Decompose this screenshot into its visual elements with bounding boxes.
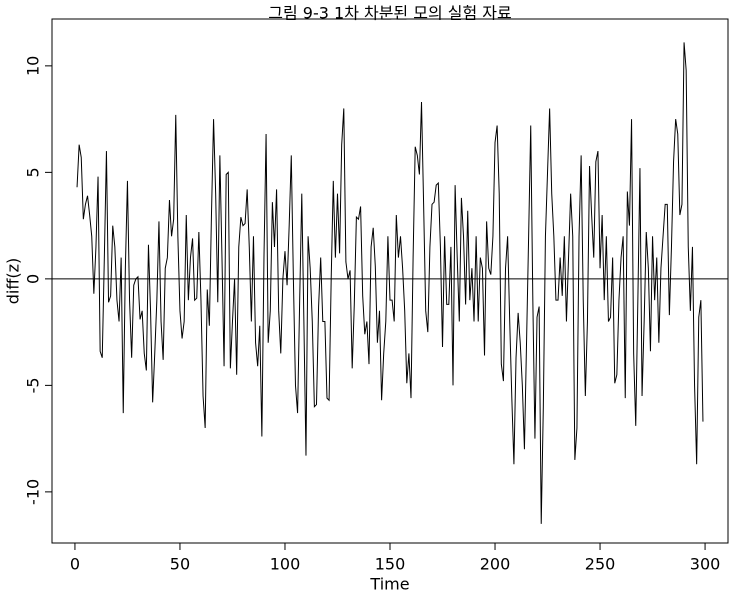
x-tick-label: 50 xyxy=(170,555,190,574)
x-tick-label: 250 xyxy=(585,555,616,574)
x-tick-label: 100 xyxy=(270,555,301,574)
y-tick-label: -5 xyxy=(24,377,43,393)
x-axis-label: Time xyxy=(369,575,409,594)
x-tick-label: 200 xyxy=(480,555,511,574)
y-tick-label: 10 xyxy=(24,56,43,76)
x-tick-label: 300 xyxy=(690,555,721,574)
x-tick-label: 150 xyxy=(375,555,406,574)
chart-title: 그림 9-3 1차 차분된 모의 실험 자료 xyxy=(268,4,511,23)
y-axis-label: diff(z) xyxy=(4,258,23,305)
y-tick-label: 0 xyxy=(24,274,43,284)
series-line xyxy=(76,42,704,524)
y-tick-label: -10 xyxy=(24,479,43,505)
x-tick-label: 0 xyxy=(70,555,80,574)
y-tick-label: 5 xyxy=(24,167,43,177)
